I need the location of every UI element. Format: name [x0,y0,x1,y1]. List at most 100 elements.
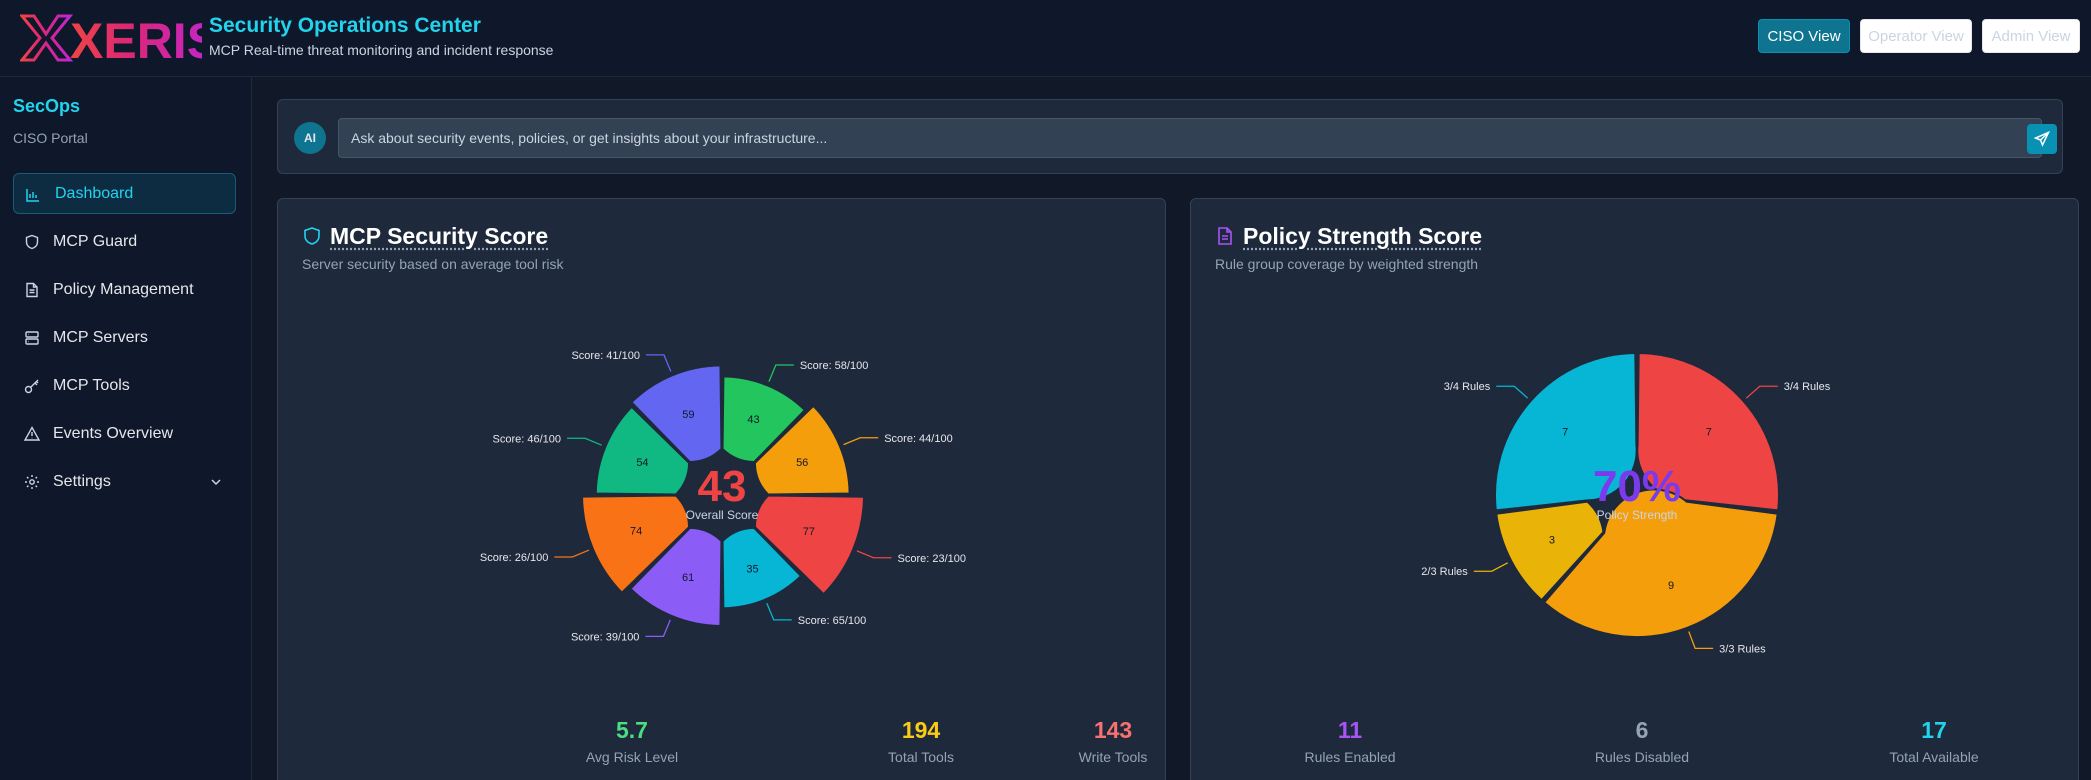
sidebar-item-label: Policy Management [53,280,194,298]
ciso-view-button[interactable]: CISO View [1758,19,1850,53]
card-subtitle: Server security based on average tool ri… [302,256,564,272]
sidebar-item-settings[interactable]: Settings [13,461,236,502]
slice-value-label: 7 [1562,426,1568,438]
chart-slice[interactable] [581,494,691,595]
chart-slice[interactable] [630,364,723,464]
center-score-value: 43 [698,462,747,511]
sidebar-item-mcp-tools[interactable]: MCP Tools [13,365,236,406]
chart-slice[interactable] [753,494,866,596]
slice-leader-line [1496,385,1529,399]
chart-slice[interactable] [594,405,691,496]
stat-value: 6 [1635,717,1649,743]
slice-label: Score: 46/100 [493,433,562,445]
stat-rules-disabled: 6 Rules Disabled [1542,717,1742,765]
document-icon [1218,227,1232,245]
stat-value: 194 [901,717,941,743]
slice-value-label: 59 [682,409,694,421]
sidebar-item-label: MCP Guard [53,232,138,250]
security-score-chart: 43 Score: 58/100 56 Score: 44/100 77 Score: 2… [480,350,966,643]
chart-slice[interactable] [721,526,803,610]
slice-leader-line [1688,631,1714,649]
stat-value: 5.7 [616,717,648,743]
gear-icon [25,475,39,489]
send-button[interactable] [2027,124,2057,154]
sidebar-item-policy-management[interactable]: Policy Management [13,269,236,310]
page-title: Security Operations Center [209,14,481,37]
slice-value-label: 7 [1706,426,1712,438]
page-subtitle: MCP Real-time threat monitoring and inci… [209,42,554,58]
sidebar: SecOps CISO Portal Dashboard MCP Guard P… [0,77,252,780]
stat-label: Rules Enabled [1304,749,1396,765]
operator-view-button[interactable]: Operator View [1860,19,1972,53]
stat-total-available: 17 Total Available [1834,717,2034,765]
chart-slice[interactable] [721,375,807,464]
slice-label: Score: 58/100 [800,360,869,372]
stat-label: Write Tools [1078,749,1148,765]
stat-label: Rules Disabled [1594,749,1690,765]
stat-total-tools: 194 Total Tools [821,717,1021,765]
sidebar-item-label: Dashboard [55,184,134,202]
security-score-card: MCP Security Score Server security based… [277,198,1166,780]
sidebar-item-mcp-servers[interactable]: MCP Servers [13,317,236,358]
chevron-down-icon[interactable] [209,475,223,489]
shield-icon [304,227,320,245]
slice-leader-line [567,437,602,446]
chart-slice[interactable] [1636,351,1780,512]
slice-label: 3/3 Rules [1719,643,1766,655]
sidebar-item-dashboard[interactable]: Dashboard [13,173,236,214]
slice-label: Score: 39/100 [571,631,640,643]
bar-chart-icon [26,189,39,202]
sidebar-item-label: MCP Tools [53,376,130,394]
stat-value: 143 [1093,717,1133,743]
slice-value-label: 43 [747,414,759,426]
sidebar-item-label: Events Overview [53,424,174,442]
card-title[interactable]: Policy Strength Score [1243,223,1483,249]
slice-value-label: 77 [803,526,815,538]
slice-leader-line [1745,385,1778,399]
chart-slice[interactable] [629,526,723,628]
policy-strength-card: Policy Strength Score Rule group coverag… [1190,198,2079,780]
send-icon [2034,131,2050,147]
stat-label: Avg Risk Level [585,749,679,765]
ai-query-input[interactable] [338,118,2042,158]
slice-value-label: 56 [796,457,808,469]
admin-view-button[interactable]: Admin View [1982,19,2080,53]
slice-label: Score: 65/100 [798,615,867,627]
slice-leader-line [645,354,672,372]
stat-label: Total Tools [888,749,954,765]
ai-badge: AI [294,122,326,154]
key-icon [24,379,39,394]
chart-slice[interactable] [1542,488,1779,638]
slice-label: Score: 44/100 [884,433,953,445]
slice-value-label: 3 [1549,535,1555,547]
sidebar-portal-label: CISO Portal [13,130,88,146]
slice-label: Score: 41/100 [571,350,640,362]
chart-slice[interactable] [1495,500,1605,602]
slice-value-label: 9 [1668,580,1674,592]
shield-icon [25,234,39,250]
slice-value-label: 54 [636,457,648,469]
slice-leader-line [1473,562,1509,572]
center-score-value: 70% [1593,462,1681,511]
chart-slice[interactable] [1494,351,1638,512]
slice-leader-line [554,549,590,558]
chart-slice[interactable] [753,404,851,496]
slice-leader-line [766,603,792,621]
warning-icon [24,426,40,441]
sidebar-item-label: Settings [53,472,111,490]
slice-value-label: 35 [746,564,758,576]
slice-label: Score: 26/100 [480,552,548,564]
card-title[interactable]: MCP Security Score [330,223,549,249]
sidebar-item-events-overview[interactable]: Events Overview [13,413,236,454]
stat-value: 17 [1921,717,1947,743]
sidebar-item-mcp-guard[interactable]: MCP Guard [13,221,236,262]
policy-strength-chart: 7 3/4 Rules 9 3/3 Rules 3 2/3 Rules 7 3/4 Rules… [1421,351,1831,655]
slice-leader-line [768,364,794,382]
document-icon [26,282,38,298]
slice-leader-line [843,437,879,446]
slice-label: 3/4 Rules [1784,381,1831,393]
slice-leader-line [645,619,671,638]
slice-leader-line [856,550,892,559]
